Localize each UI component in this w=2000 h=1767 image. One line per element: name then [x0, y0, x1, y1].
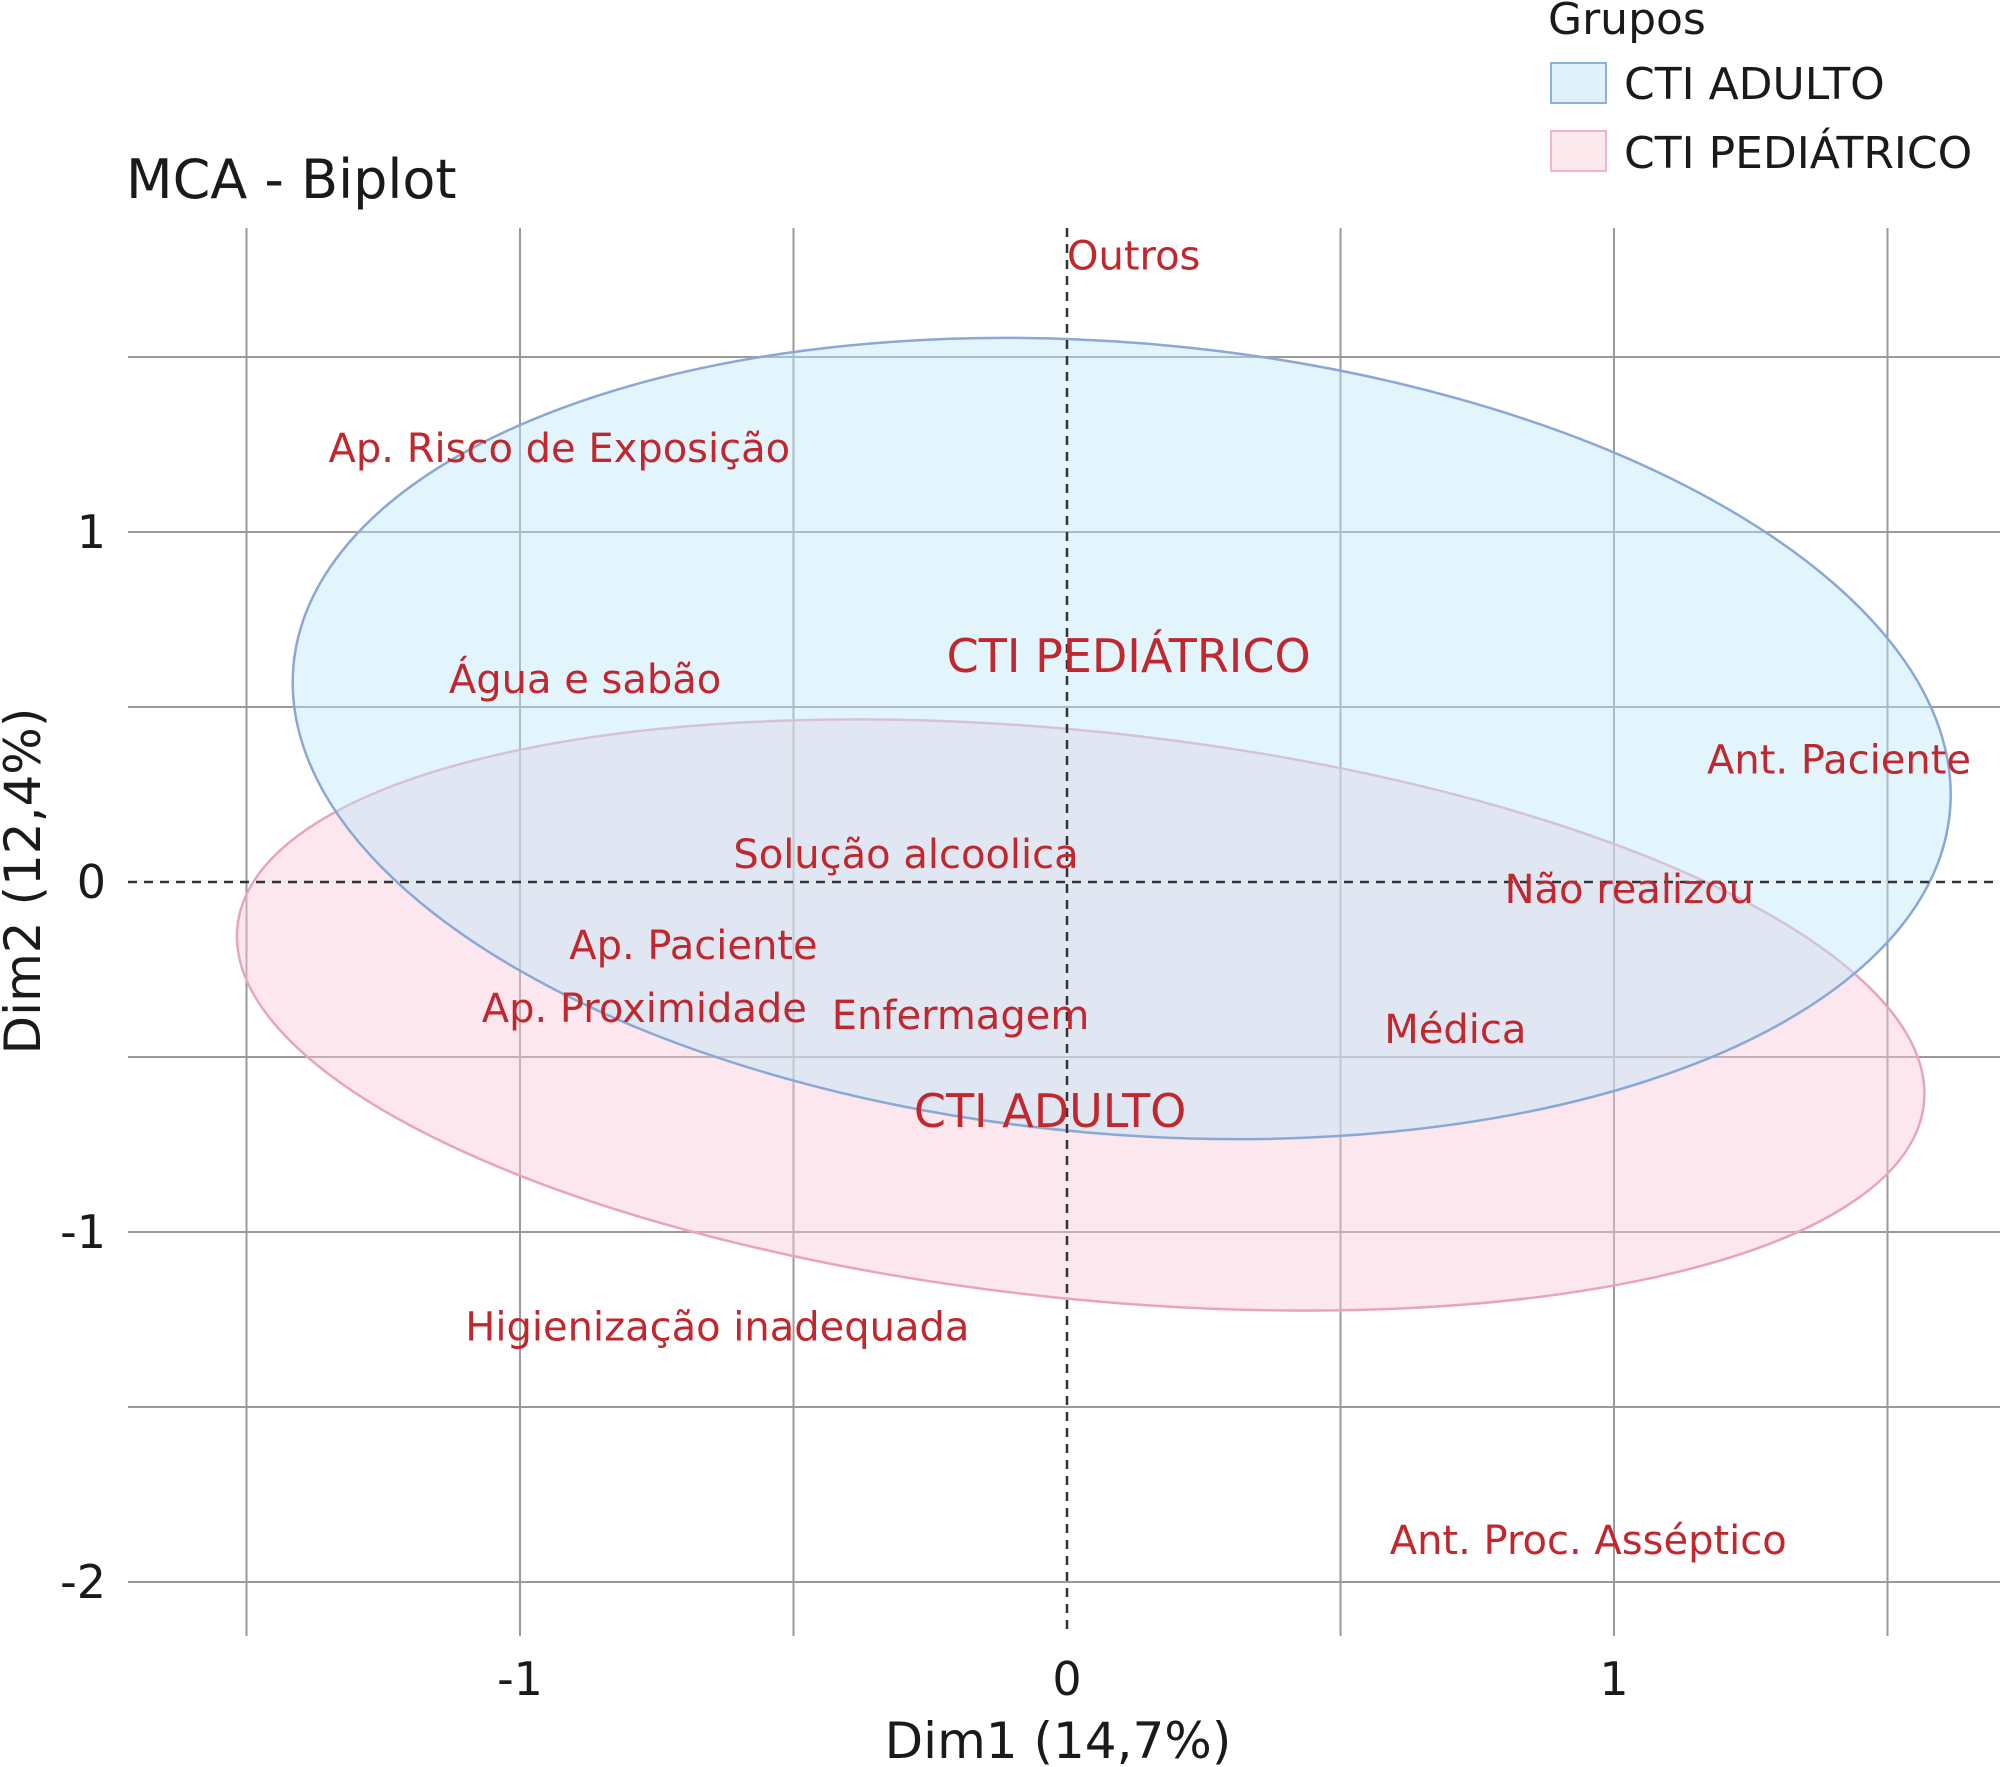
legend-label-cti-adulto: CTI ADULTO [1624, 59, 1885, 110]
y-tick-label: -2 [60, 1555, 106, 1609]
confidence-ellipses [235, 336, 1952, 1312]
point-label-ap-risco-de-exposicao: Ap. Risco de Exposição [329, 426, 791, 472]
point-label-ant-paciente: Ant. Paciente [1707, 738, 1971, 784]
point-label-ant-proc-asseptico: Ant. Proc. Asséptico [1390, 1518, 1787, 1564]
group-labels: CTI PEDIÁTRICO CTI ADULTO [914, 629, 1311, 1138]
category-labels: Outros Ap. Risco de Exposição Água e sabão… [329, 234, 1971, 1565]
y-tick-label: 0 [77, 855, 106, 909]
y-tick-label: -1 [60, 1205, 106, 1259]
legend-swatch-cti-adulto [1550, 62, 1607, 104]
point-label-medica: Médica [1384, 1007, 1526, 1053]
point-label-outros: Outros [1067, 234, 1200, 280]
point-label-nao-realizou: Não realizou [1505, 867, 1754, 913]
legend-title: Grupos [1548, 0, 1706, 45]
point-label-ap-paciente: Ap. Paciente [569, 923, 817, 969]
y-tick-label: 1 [77, 505, 106, 559]
point-label-enfermagem: Enfermagem [832, 993, 1090, 1039]
ellipse-cti-pediatrico [235, 718, 1926, 1312]
group-label-cti-pediatrico: CTI PEDIÁTRICO [947, 629, 1311, 683]
gridlines [128, 228, 2000, 1636]
point-label-agua-e-sabao: Água e sabão [449, 655, 721, 703]
group-label-cti-adulto: CTI ADULTO [914, 1084, 1187, 1138]
tick-labels: -1 0 1 1 0 -1 -2 [60, 505, 1629, 1706]
zero-axes [128, 228, 2000, 1636]
x-tick-label: 0 [1052, 1652, 1081, 1706]
legend-swatch-cti-pediatrico [1550, 130, 1607, 172]
legend: Grupos CTI ADULTO CTI PEDIÁTRICO [1548, 0, 1972, 179]
x-tick-label: -1 [497, 1652, 543, 1706]
ellipse-cti-adulto [291, 336, 1952, 1141]
point-label-solucao-alcoolica: Solução alcoolica [733, 832, 1078, 878]
y-axis-label: Dim2 (12,4%) [0, 708, 52, 1055]
chart-title: MCA - Biplot [126, 148, 457, 211]
point-label-higienizacao-inadequada: Higienização inadequada [465, 1305, 969, 1351]
legend-label-cti-pediatrico: CTI PEDIÁTRICO [1624, 126, 1972, 179]
point-label-ap-proximidade: Ap. Proximidade [482, 986, 807, 1032]
x-tick-label: 1 [1599, 1652, 1628, 1706]
x-axis-label: Dim1 (14,7%) [885, 1712, 1232, 1767]
